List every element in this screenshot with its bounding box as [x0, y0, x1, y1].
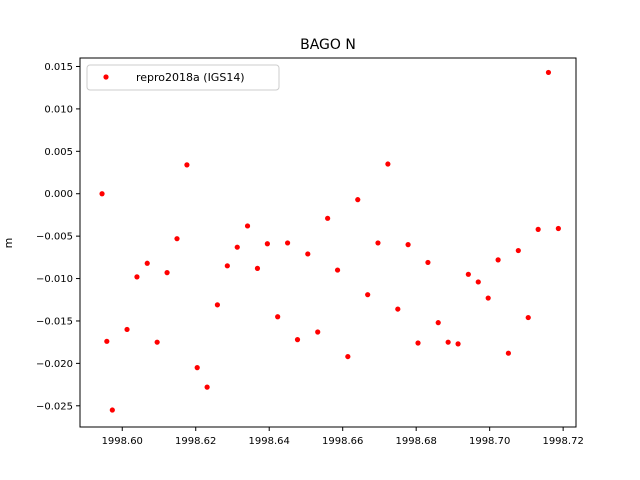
y-tick-label: 0.010 — [44, 104, 73, 115]
data-point — [234, 244, 240, 250]
data-point — [275, 314, 281, 320]
data-point — [334, 267, 341, 273]
data-point — [435, 320, 441, 326]
data-point — [224, 263, 230, 269]
x-tick-label: 1998.66 — [322, 436, 363, 447]
y-tick-label: 0.005 — [44, 147, 73, 158]
x-axis: 1998.60 1998.62 1998.64 1998.66 1998.68 1998.… — [102, 427, 584, 447]
y-tick-label: 0.000 — [44, 189, 73, 200]
data-point — [174, 236, 180, 242]
data-point — [445, 339, 451, 345]
data-point — [535, 226, 541, 232]
data-point — [284, 240, 291, 246]
data-point — [254, 265, 261, 271]
data-point — [214, 302, 221, 308]
data-point — [315, 329, 321, 335]
x-tick-label: 1998.70 — [469, 436, 510, 447]
data-point — [525, 314, 531, 321]
data-point — [164, 270, 170, 276]
legend-label: repro2018a (IGS14) — [136, 71, 245, 84]
data-point — [325, 215, 331, 221]
y-tick-label: −0.015 — [36, 316, 73, 327]
data-point — [485, 295, 491, 301]
data-point — [109, 407, 115, 413]
legend-marker — [103, 74, 109, 80]
data-point — [385, 161, 391, 167]
data-point — [555, 225, 561, 232]
data-point — [405, 242, 411, 248]
data-point — [545, 69, 552, 76]
data-point — [264, 241, 270, 247]
data-point — [395, 306, 401, 312]
x-tick-label: 1998.62 — [175, 436, 216, 447]
x-tick-label: 1998.68 — [395, 436, 436, 447]
data-point — [365, 292, 371, 298]
data-point — [495, 257, 501, 263]
data-point — [345, 353, 351, 360]
data-point — [244, 223, 251, 229]
x-tick-label: 1998.60 — [102, 436, 143, 447]
y-axis: −0.025 −0.020 −0.015 −0.010 −0.005 0.000 0.005… — [36, 62, 80, 412]
legend-box — [86, 64, 280, 91]
data-point — [144, 260, 150, 266]
y-tick-label: −0.005 — [36, 232, 73, 243]
data-point — [515, 247, 521, 254]
data-point — [134, 274, 140, 280]
data-point — [415, 340, 421, 346]
data-point — [305, 251, 311, 257]
x-tick-label: 1998.72 — [542, 436, 583, 447]
y-tick-label: 0.015 — [44, 62, 73, 73]
y-tick-label: −0.025 — [36, 401, 73, 412]
data-points — [99, 69, 561, 413]
data-point — [104, 338, 110, 344]
legend: repro2018a (IGS14) — [86, 64, 280, 91]
data-point — [375, 240, 381, 246]
data-point — [124, 326, 130, 333]
data-point — [505, 350, 511, 356]
data-point — [355, 197, 361, 203]
plot-frame — [79, 57, 577, 428]
y-tick-label: −0.020 — [36, 359, 73, 370]
data-point — [425, 259, 431, 266]
data-point — [154, 339, 160, 345]
x-tick-label: 1998.64 — [249, 436, 290, 447]
y-axis-label: m — [2, 238, 15, 249]
data-point — [455, 341, 461, 347]
data-point — [475, 279, 481, 285]
data-point — [465, 271, 471, 277]
data-point — [184, 162, 190, 168]
y-tick-label: −0.010 — [36, 274, 73, 285]
data-point — [294, 337, 301, 343]
data-point — [99, 191, 105, 197]
chart-title: BAGO N — [300, 37, 356, 53]
data-point — [194, 365, 200, 371]
data-point — [204, 384, 210, 390]
